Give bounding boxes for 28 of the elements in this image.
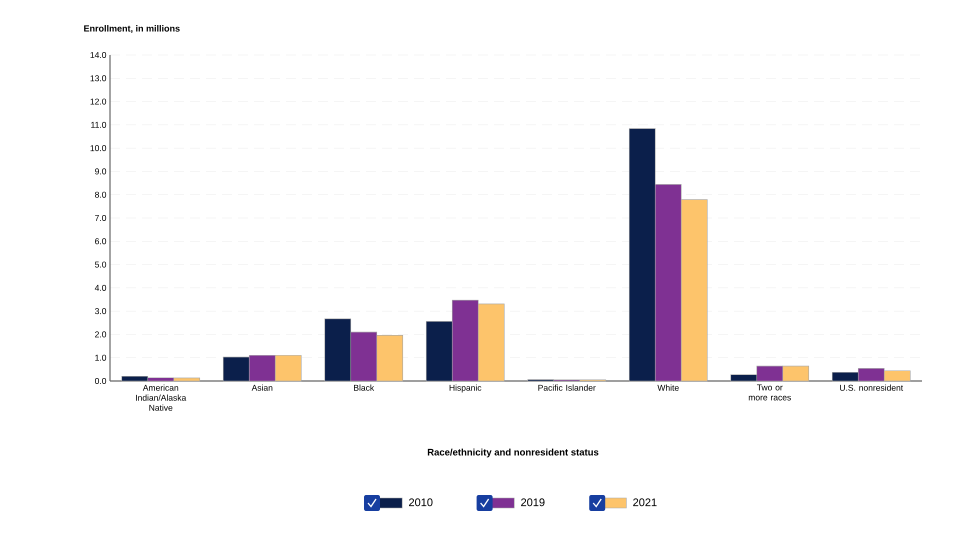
x-tick-label: U.S. nonresident: [840, 384, 904, 391]
y-tick-label: 10.0: [90, 145, 106, 152]
y-tick-label: 6.0: [95, 238, 106, 244]
x-tick-label: Asian: [252, 384, 272, 391]
legend-label: 2019: [521, 498, 545, 506]
y-tick-label: 0.0: [94, 378, 106, 384]
legend-label: 2021: [633, 498, 657, 506]
y-tick-label: 2.0: [95, 331, 106, 338]
y-tick-label: 13.0: [90, 75, 106, 82]
x-tick-label: Pacific Islander: [538, 384, 596, 391]
y-tick-label: 1.0: [95, 354, 106, 361]
y-tick-label: 12.0: [90, 98, 106, 105]
x-tick-label: Two or more races: [748, 384, 791, 400]
legend-label: 2010: [409, 498, 433, 506]
y-tick-label: 3.0: [94, 308, 106, 314]
x-tick-label: Black: [354, 384, 374, 391]
y-tick-label: 8.0: [95, 192, 106, 198]
y-tick-label: 5.0: [95, 262, 106, 268]
y-tick-label: 7.0: [95, 214, 106, 222]
y-tick-label: 4.0: [94, 284, 106, 291]
x-tick-label: White: [657, 384, 679, 391]
y-tick-label: 11.0: [91, 122, 106, 128]
y-axis-title: Enrollment, in millions: [84, 25, 180, 33]
x-tick-label: Hispanic: [450, 384, 482, 392]
x-axis-title: Race/ethnicity and nonresident status: [428, 448, 598, 458]
y-tick-label: 14.0: [90, 52, 106, 58]
x-tick-label: American Indian/Alaska Native: [136, 384, 186, 411]
y-tick-label: 9.0: [95, 168, 106, 174]
